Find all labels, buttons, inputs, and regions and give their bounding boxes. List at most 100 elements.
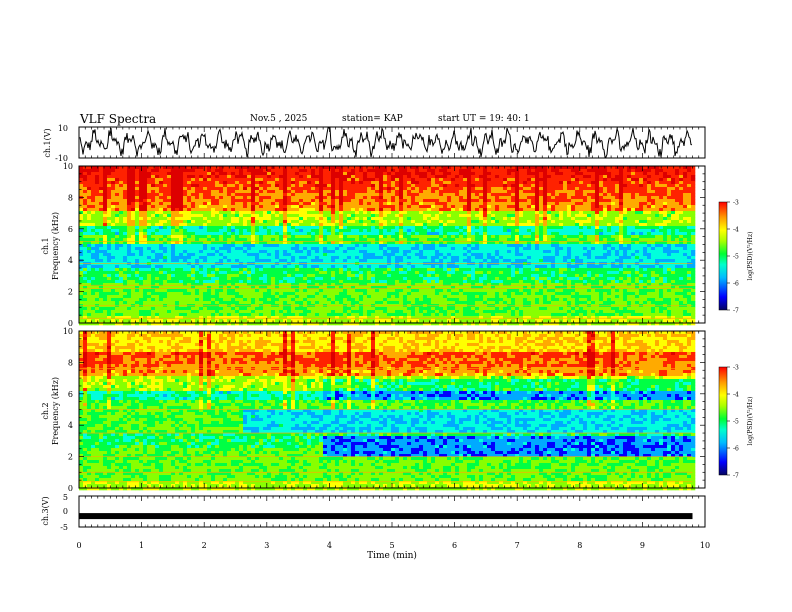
spectrogram-cell: [315, 193, 320, 197]
spectrogram-cell: [191, 259, 196, 263]
spectrogram-cell: [351, 208, 356, 212]
spectrogram-cell: [211, 241, 216, 245]
spectrogram-cell: [419, 187, 424, 191]
spectrogram-cell: [287, 247, 292, 251]
spectrogram-cell: [247, 319, 252, 323]
spectrogram-cell: [83, 316, 88, 320]
spectrogram-cell: [135, 175, 140, 179]
spectrogram-cell: [87, 253, 92, 257]
spectrogram-cell: [103, 181, 108, 185]
spectrogram-cell: [435, 190, 440, 194]
spectrogram-cell: [195, 283, 200, 287]
spectrogram-cell: [427, 277, 432, 281]
spectrogram-cell: [171, 184, 176, 188]
spectrogram-cell: [311, 316, 316, 320]
spectrogram-cell: [343, 202, 348, 206]
spectrogram-cell: [155, 235, 160, 239]
spectrogram-cell: [343, 301, 348, 305]
spectrogram-cell: [247, 229, 252, 233]
spectrogram-cell: [175, 181, 180, 185]
spectrogram-cell: [311, 169, 316, 173]
spectrogram-cell: [411, 277, 416, 281]
spectrogram-cell: [223, 238, 228, 242]
spectrogram-cell: [431, 205, 436, 209]
spectrogram-cell: [227, 169, 232, 173]
spectrogram-cell: [259, 274, 264, 278]
spectrogram-cell: [155, 256, 160, 260]
spectrogram-cell: [279, 277, 284, 281]
spectrogram-cell: [335, 217, 340, 221]
spectrogram-cell: [331, 226, 336, 230]
spectrogram-cell: [339, 274, 344, 278]
spectrogram-cell: [431, 298, 436, 302]
spectrogram-cell: [347, 169, 352, 173]
spectrogram-cell: [267, 205, 272, 209]
spectrogram-cell: [151, 220, 156, 224]
spectrogram-cell: [315, 181, 320, 185]
spectrogram-cell: [339, 292, 344, 296]
spectrogram-cell: [411, 187, 416, 191]
spectrogram-cell: [403, 295, 408, 299]
spectrogram-cell: [163, 271, 168, 275]
spectrogram-cell: [319, 178, 324, 182]
spectrogram-cell: [111, 235, 116, 239]
spectrogram-cell: [227, 211, 232, 215]
spectrogram-cell: [363, 274, 368, 278]
spectrogram-cell: [271, 310, 276, 314]
spectrogram-cell: [311, 301, 316, 305]
spectrogram-cell: [99, 277, 104, 281]
spectrogram-cell: [299, 190, 304, 194]
spectrogram-cell: [251, 274, 256, 278]
spectrogram-cell: [131, 196, 136, 200]
spectrogram-cell: [231, 289, 236, 293]
spectrogram-cell: [259, 283, 264, 287]
spectrogram-cell: [131, 181, 136, 185]
spectrogram-cell: [163, 193, 168, 197]
spectrogram-cell: [223, 298, 228, 302]
spectrogram-cell: [271, 220, 276, 224]
spectrogram-cell: [235, 193, 240, 197]
spectrogram-cell: [191, 322, 196, 326]
spectrogram-cell: [359, 181, 364, 185]
spectrogram-cell: [131, 253, 136, 257]
spectrogram-cell: [195, 289, 200, 293]
spectrogram-cell: [207, 211, 212, 215]
spectrogram-cell: [103, 247, 108, 251]
spectrogram-cell: [171, 292, 176, 296]
spectrogram-cell: [111, 247, 116, 251]
spectrogram-cell: [315, 307, 320, 311]
spectrogram-cell: [167, 310, 172, 314]
spectrogram-cell: [247, 316, 252, 320]
spectrogram-cell: [115, 256, 120, 260]
spectrogram-cell: [191, 181, 196, 185]
spectrogram-cell: [307, 298, 312, 302]
spectrogram-cell: [375, 241, 380, 245]
spectrogram-cell: [271, 289, 276, 293]
spectrogram-cell: [371, 172, 376, 176]
spectrogram-cell: [287, 220, 292, 224]
spectrogram-cell: [239, 256, 244, 260]
spectrogram-cell: [155, 316, 160, 320]
spectrogram-cell: [307, 292, 312, 296]
spectrogram-cell: [411, 235, 416, 239]
spectrogram-cell: [215, 169, 220, 173]
spectrogram-cell: [123, 220, 128, 224]
spectrogram-cell: [123, 208, 128, 212]
spectrogram-cell: [259, 289, 264, 293]
spectrogram-cell: [247, 292, 252, 296]
spectrogram-cell: [179, 292, 184, 296]
spectrogram-cell: [219, 265, 224, 269]
spectrogram-cell: [283, 226, 288, 230]
spectrogram-cell: [175, 283, 180, 287]
spectrogram-cell: [275, 265, 280, 269]
spectrogram-cell: [291, 166, 296, 170]
spectrogram-cell: [411, 238, 416, 242]
spectrogram-cell: [435, 322, 440, 326]
spectrogram-cell: [215, 214, 220, 218]
spectrogram-cell: [143, 277, 148, 281]
spectrogram-cell: [239, 202, 244, 206]
spectrogram-cell: [79, 208, 84, 212]
spectrogram-cell: [143, 301, 148, 305]
spectrogram-cell: [259, 292, 264, 296]
spectrogram-cell: [287, 265, 292, 269]
